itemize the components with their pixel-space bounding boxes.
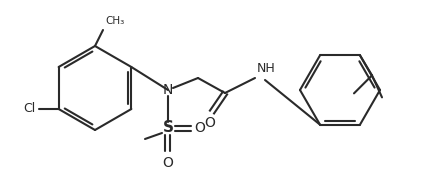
Text: S: S bbox=[162, 121, 173, 136]
Text: NH: NH bbox=[256, 62, 275, 75]
Text: Cl: Cl bbox=[23, 102, 36, 115]
Text: N: N bbox=[163, 83, 173, 97]
Text: O: O bbox=[162, 156, 173, 170]
Text: O: O bbox=[194, 121, 204, 135]
Text: O: O bbox=[204, 116, 215, 130]
Text: CH₃: CH₃ bbox=[105, 16, 124, 26]
